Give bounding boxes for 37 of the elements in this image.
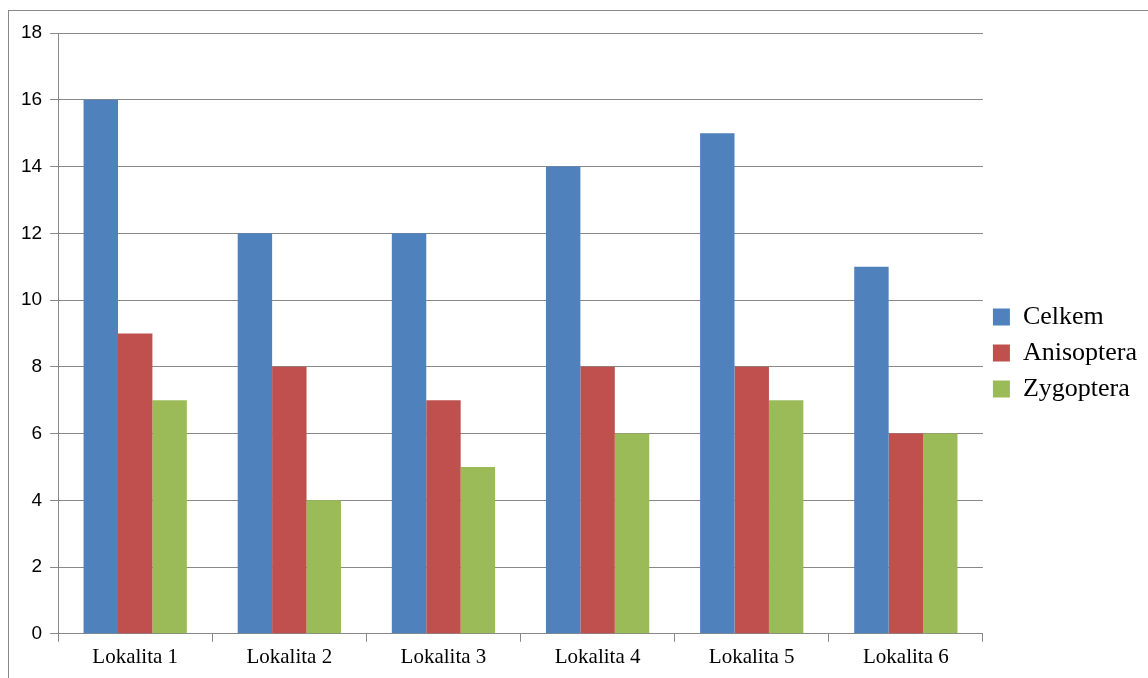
x-tick-label: Lokalita 1 bbox=[92, 643, 179, 668]
bar bbox=[426, 400, 461, 634]
y-tick-label: 0 bbox=[31, 622, 43, 644]
legend-label: Anisoptera bbox=[1022, 336, 1138, 366]
legend-label: Zygoptera bbox=[1022, 372, 1131, 402]
y-tick-label: 14 bbox=[20, 154, 43, 176]
x-tick-label: Lokalita 4 bbox=[554, 643, 641, 668]
bar bbox=[768, 400, 804, 634]
bar bbox=[614, 433, 650, 634]
bar bbox=[272, 366, 307, 634]
y-tick-label: 16 bbox=[20, 87, 43, 109]
bar bbox=[391, 233, 427, 634]
bar bbox=[237, 233, 273, 634]
x-tick-label: Lokalita 6 bbox=[862, 643, 949, 668]
x-tick-label: Lokalita 2 bbox=[246, 643, 333, 668]
bar bbox=[854, 266, 889, 634]
bar bbox=[545, 166, 581, 634]
y-tick-label: 2 bbox=[31, 555, 43, 577]
y-tick-label: 8 bbox=[31, 355, 43, 377]
bar bbox=[734, 366, 769, 634]
x-tick-label: Lokalita 5 bbox=[708, 643, 795, 668]
y-tick-label: 18 bbox=[20, 21, 43, 43]
y-tick-label: 4 bbox=[31, 488, 43, 510]
bar bbox=[700, 133, 735, 634]
legend-label: Celkem bbox=[1022, 300, 1104, 330]
bar bbox=[83, 99, 118, 634]
bar bbox=[580, 366, 615, 634]
bar bbox=[306, 500, 341, 634]
bar bbox=[460, 466, 496, 634]
y-tick-label: 12 bbox=[20, 221, 43, 243]
bar bbox=[152, 400, 187, 634]
y-tick-label: 6 bbox=[31, 421, 43, 443]
bar bbox=[117, 333, 153, 634]
bar bbox=[888, 433, 924, 634]
bar bbox=[923, 433, 958, 634]
y-tick-label: 10 bbox=[20, 288, 43, 310]
x-tick-label: Lokalita 3 bbox=[400, 643, 487, 668]
